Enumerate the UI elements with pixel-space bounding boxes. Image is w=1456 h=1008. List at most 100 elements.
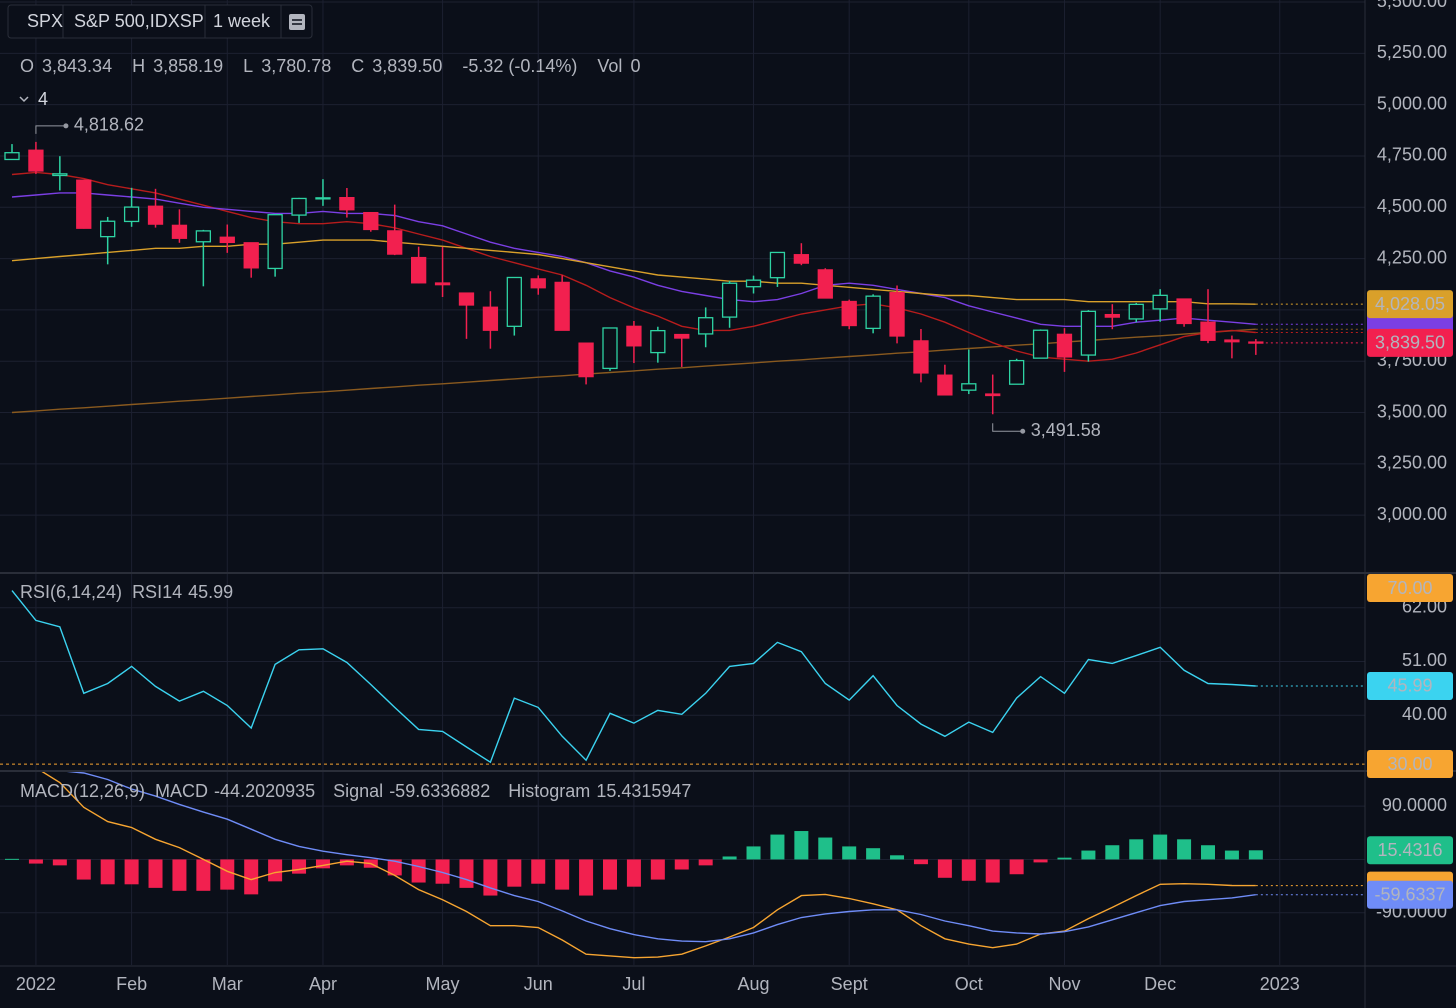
symbol-box[interactable] <box>7 4 313 39</box>
histogram-bar <box>842 846 857 860</box>
histogram-bar <box>220 859 235 890</box>
histogram-bar <box>196 859 211 891</box>
pane-title: RSI(6,14,24) <box>20 582 122 602</box>
candle-body <box>1080 310 1097 356</box>
collapse-chevron[interactable] <box>19 96 29 103</box>
histogram-bar <box>52 859 67 866</box>
candle-body <box>219 236 235 244</box>
legend-name: Signal <box>333 781 383 801</box>
histogram-bar <box>674 859 689 870</box>
candle-body <box>171 224 188 239</box>
histogram-bar <box>603 859 617 890</box>
candle-body <box>1128 303 1144 320</box>
candle-body <box>410 256 427 284</box>
candle-body <box>4 152 20 161</box>
y-tick-label: 4,250.00 <box>1377 247 1447 267</box>
histogram-bar <box>579 859 594 896</box>
histogram-bar <box>890 855 905 860</box>
legend-name: RSI14 <box>132 582 182 602</box>
legend-name: MACD <box>155 781 208 801</box>
candle-body <box>769 251 786 279</box>
y-tick-label: 3,250.00 <box>1377 453 1447 473</box>
moving-average <box>11 328 1256 414</box>
candle-body <box>1200 321 1216 341</box>
histogram-bar <box>1105 845 1120 860</box>
candle-body <box>315 197 331 200</box>
histogram-bar <box>746 846 761 860</box>
candle-body <box>530 278 546 289</box>
indicator-count[interactable]: 4 <box>38 89 48 109</box>
candle-body <box>434 282 451 286</box>
candle-body <box>387 230 403 255</box>
candle-body <box>1032 329 1049 359</box>
histogram-bar <box>435 859 450 884</box>
histogram-bar <box>1177 839 1192 860</box>
x-tick-label: Jul <box>622 974 645 994</box>
histogram-bar <box>315 859 330 869</box>
candle-body <box>1008 359 1025 385</box>
candle-body <box>721 282 738 318</box>
price-tag <box>1367 880 1453 909</box>
histogram-bar <box>770 834 785 860</box>
histogram-bar <box>698 859 713 866</box>
candle-body <box>100 220 116 238</box>
data-window-button[interactable] <box>289 14 305 30</box>
interval[interactable]: 1 week <box>213 11 271 31</box>
candle-body <box>458 292 475 306</box>
y-tick-label: 5,500.00 <box>1377 0 1447 11</box>
candle-body <box>1224 339 1240 343</box>
histogram-bar <box>148 859 163 888</box>
price-tag-label: 4,028.05 <box>1375 294 1445 314</box>
histogram-bar <box>411 859 426 883</box>
symbol[interactable]: SPX <box>27 11 63 31</box>
histogram-bar <box>1081 850 1096 860</box>
status-value: 0 <box>630 56 640 76</box>
price-tags: 4,028.05 3,839.50 70.00 30.00 45.99 -59.6337 1… <box>1367 290 1453 909</box>
status-value: 3,858.19 <box>153 56 223 76</box>
status-value: 3,780.78 <box>261 56 331 76</box>
histogram-bar <box>387 859 402 876</box>
histogram-bar <box>866 848 881 860</box>
macd-line <box>66 772 1256 943</box>
candle-body <box>817 269 833 299</box>
candle-body <box>1056 333 1073 358</box>
price-tag <box>1367 750 1453 778</box>
low-label: 3,491.58 <box>1031 420 1101 440</box>
status-value: 3,839.50 <box>372 56 442 76</box>
panes: 4,818.62 3,491.58 <box>0 115 1365 959</box>
x-tick-label: Aug <box>738 974 770 994</box>
pane: 4,818.62 3,491.58 <box>4 115 1365 440</box>
status-key: L <box>243 56 253 76</box>
symbol-name[interactable]: S&P 500,IDXSP <box>74 11 204 31</box>
moving-average <box>11 192 1256 327</box>
price-tag <box>1367 671 1453 700</box>
histogram-bar <box>76 859 91 880</box>
high-marker-dot <box>63 123 69 129</box>
moving-average <box>11 239 1256 305</box>
histogram-bar <box>124 859 139 885</box>
y-tick-label: 3,500.00 <box>1377 401 1447 421</box>
high-label: 4,818.62 <box>74 115 144 135</box>
histogram-bar <box>244 859 259 895</box>
pane <box>0 590 1365 765</box>
candle-body <box>961 383 977 391</box>
candle-body <box>650 329 666 354</box>
candle-body <box>195 230 212 243</box>
candle-body <box>554 281 570 331</box>
histogram-bar <box>507 859 522 887</box>
histogram-bar <box>961 859 976 881</box>
x-tick-label: 2023 <box>1260 974 1300 994</box>
x-tick-label: Oct <box>955 974 983 994</box>
histogram-bar <box>985 859 1000 883</box>
histogram-bar <box>531 859 546 884</box>
candle-body <box>243 242 259 269</box>
y-tick-label: 51.00 <box>1402 650 1447 670</box>
x-tick-label: Feb <box>116 974 147 994</box>
candle-body <box>76 179 92 229</box>
status-key: Vol <box>597 56 622 76</box>
candle-body <box>698 317 714 335</box>
high-marker <box>35 125 66 134</box>
